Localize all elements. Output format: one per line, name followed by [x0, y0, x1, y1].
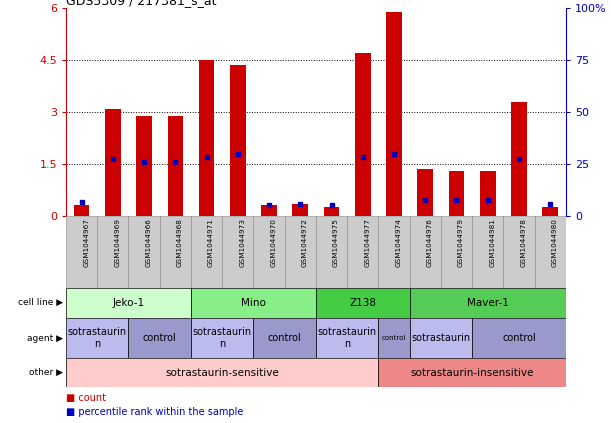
Bar: [472, 216, 503, 288]
Bar: [535, 216, 566, 288]
Bar: [285, 216, 316, 288]
Bar: [167, 115, 183, 216]
Bar: [316, 216, 347, 288]
Bar: [66, 216, 97, 288]
Text: GSM1044977: GSM1044977: [364, 218, 370, 267]
Text: GSM1044971: GSM1044971: [208, 218, 214, 267]
Text: agent ▶: agent ▶: [27, 334, 63, 343]
Text: sotrastaurin-sensitive: sotrastaurin-sensitive: [166, 368, 279, 378]
Bar: [503, 216, 535, 288]
Text: control: control: [268, 333, 301, 343]
Bar: [316, 288, 409, 318]
Bar: [97, 216, 128, 288]
Text: GSM1044968: GSM1044968: [177, 218, 183, 267]
Text: other ▶: other ▶: [29, 368, 63, 377]
Text: GSM1044978: GSM1044978: [521, 218, 527, 267]
Text: Jeko-1: Jeko-1: [112, 298, 145, 308]
Bar: [66, 358, 378, 387]
Bar: [66, 288, 191, 318]
Text: GDS5309 / 217381_s_at: GDS5309 / 217381_s_at: [66, 0, 216, 7]
Text: GSM1044967: GSM1044967: [83, 218, 89, 267]
Bar: [386, 12, 402, 216]
Bar: [74, 206, 89, 216]
Text: Maver-1: Maver-1: [467, 298, 508, 308]
Bar: [159, 216, 191, 288]
Text: sotrastaurin: sotrastaurin: [411, 333, 470, 343]
Bar: [378, 358, 566, 387]
Bar: [128, 318, 191, 358]
Bar: [191, 288, 316, 318]
Bar: [480, 171, 496, 216]
Text: ■ percentile rank within the sample: ■ percentile rank within the sample: [66, 407, 243, 418]
Bar: [199, 60, 214, 216]
Bar: [441, 216, 472, 288]
Bar: [128, 216, 159, 288]
Bar: [409, 216, 441, 288]
Text: GSM1044973: GSM1044973: [240, 218, 246, 267]
Bar: [316, 318, 378, 358]
Text: GSM1044966: GSM1044966: [145, 218, 152, 267]
Text: GSM1044975: GSM1044975: [333, 218, 339, 267]
Text: sotrastaurin-insensitive: sotrastaurin-insensitive: [411, 368, 534, 378]
Text: ■ count: ■ count: [66, 393, 106, 403]
Text: GSM1044976: GSM1044976: [426, 218, 433, 267]
Bar: [191, 216, 222, 288]
Bar: [355, 53, 370, 216]
Text: GSM1044974: GSM1044974: [395, 218, 401, 267]
Bar: [409, 288, 566, 318]
Bar: [136, 115, 152, 216]
Text: GSM1044970: GSM1044970: [271, 218, 277, 267]
Text: control: control: [382, 335, 406, 341]
Text: cell line ▶: cell line ▶: [18, 298, 63, 308]
Bar: [448, 171, 464, 216]
Text: GSM1044981: GSM1044981: [489, 218, 496, 267]
Bar: [417, 169, 433, 216]
Text: sotrastaurin
n: sotrastaurin n: [68, 327, 127, 349]
Text: GSM1044979: GSM1044979: [458, 218, 464, 267]
Bar: [230, 66, 246, 216]
Bar: [472, 318, 566, 358]
Bar: [262, 206, 277, 216]
Text: Mino: Mino: [241, 298, 266, 308]
Bar: [293, 203, 308, 216]
Bar: [105, 109, 120, 216]
Text: GSM1044969: GSM1044969: [114, 218, 120, 267]
Bar: [191, 318, 254, 358]
Bar: [254, 318, 316, 358]
Bar: [254, 216, 285, 288]
Bar: [324, 207, 339, 216]
Text: sotrastaurin
n: sotrastaurin n: [318, 327, 377, 349]
Text: GSM1044972: GSM1044972: [302, 218, 308, 267]
Text: control: control: [143, 333, 177, 343]
Bar: [347, 216, 378, 288]
Bar: [378, 216, 409, 288]
Text: control: control: [502, 333, 536, 343]
Bar: [543, 207, 558, 216]
Text: GSM1044980: GSM1044980: [552, 218, 558, 267]
Text: sotrastaurin
n: sotrastaurin n: [192, 327, 252, 349]
Bar: [409, 318, 472, 358]
Text: Z138: Z138: [349, 298, 376, 308]
Bar: [222, 216, 254, 288]
Bar: [511, 102, 527, 216]
Bar: [66, 318, 128, 358]
Bar: [378, 318, 409, 358]
